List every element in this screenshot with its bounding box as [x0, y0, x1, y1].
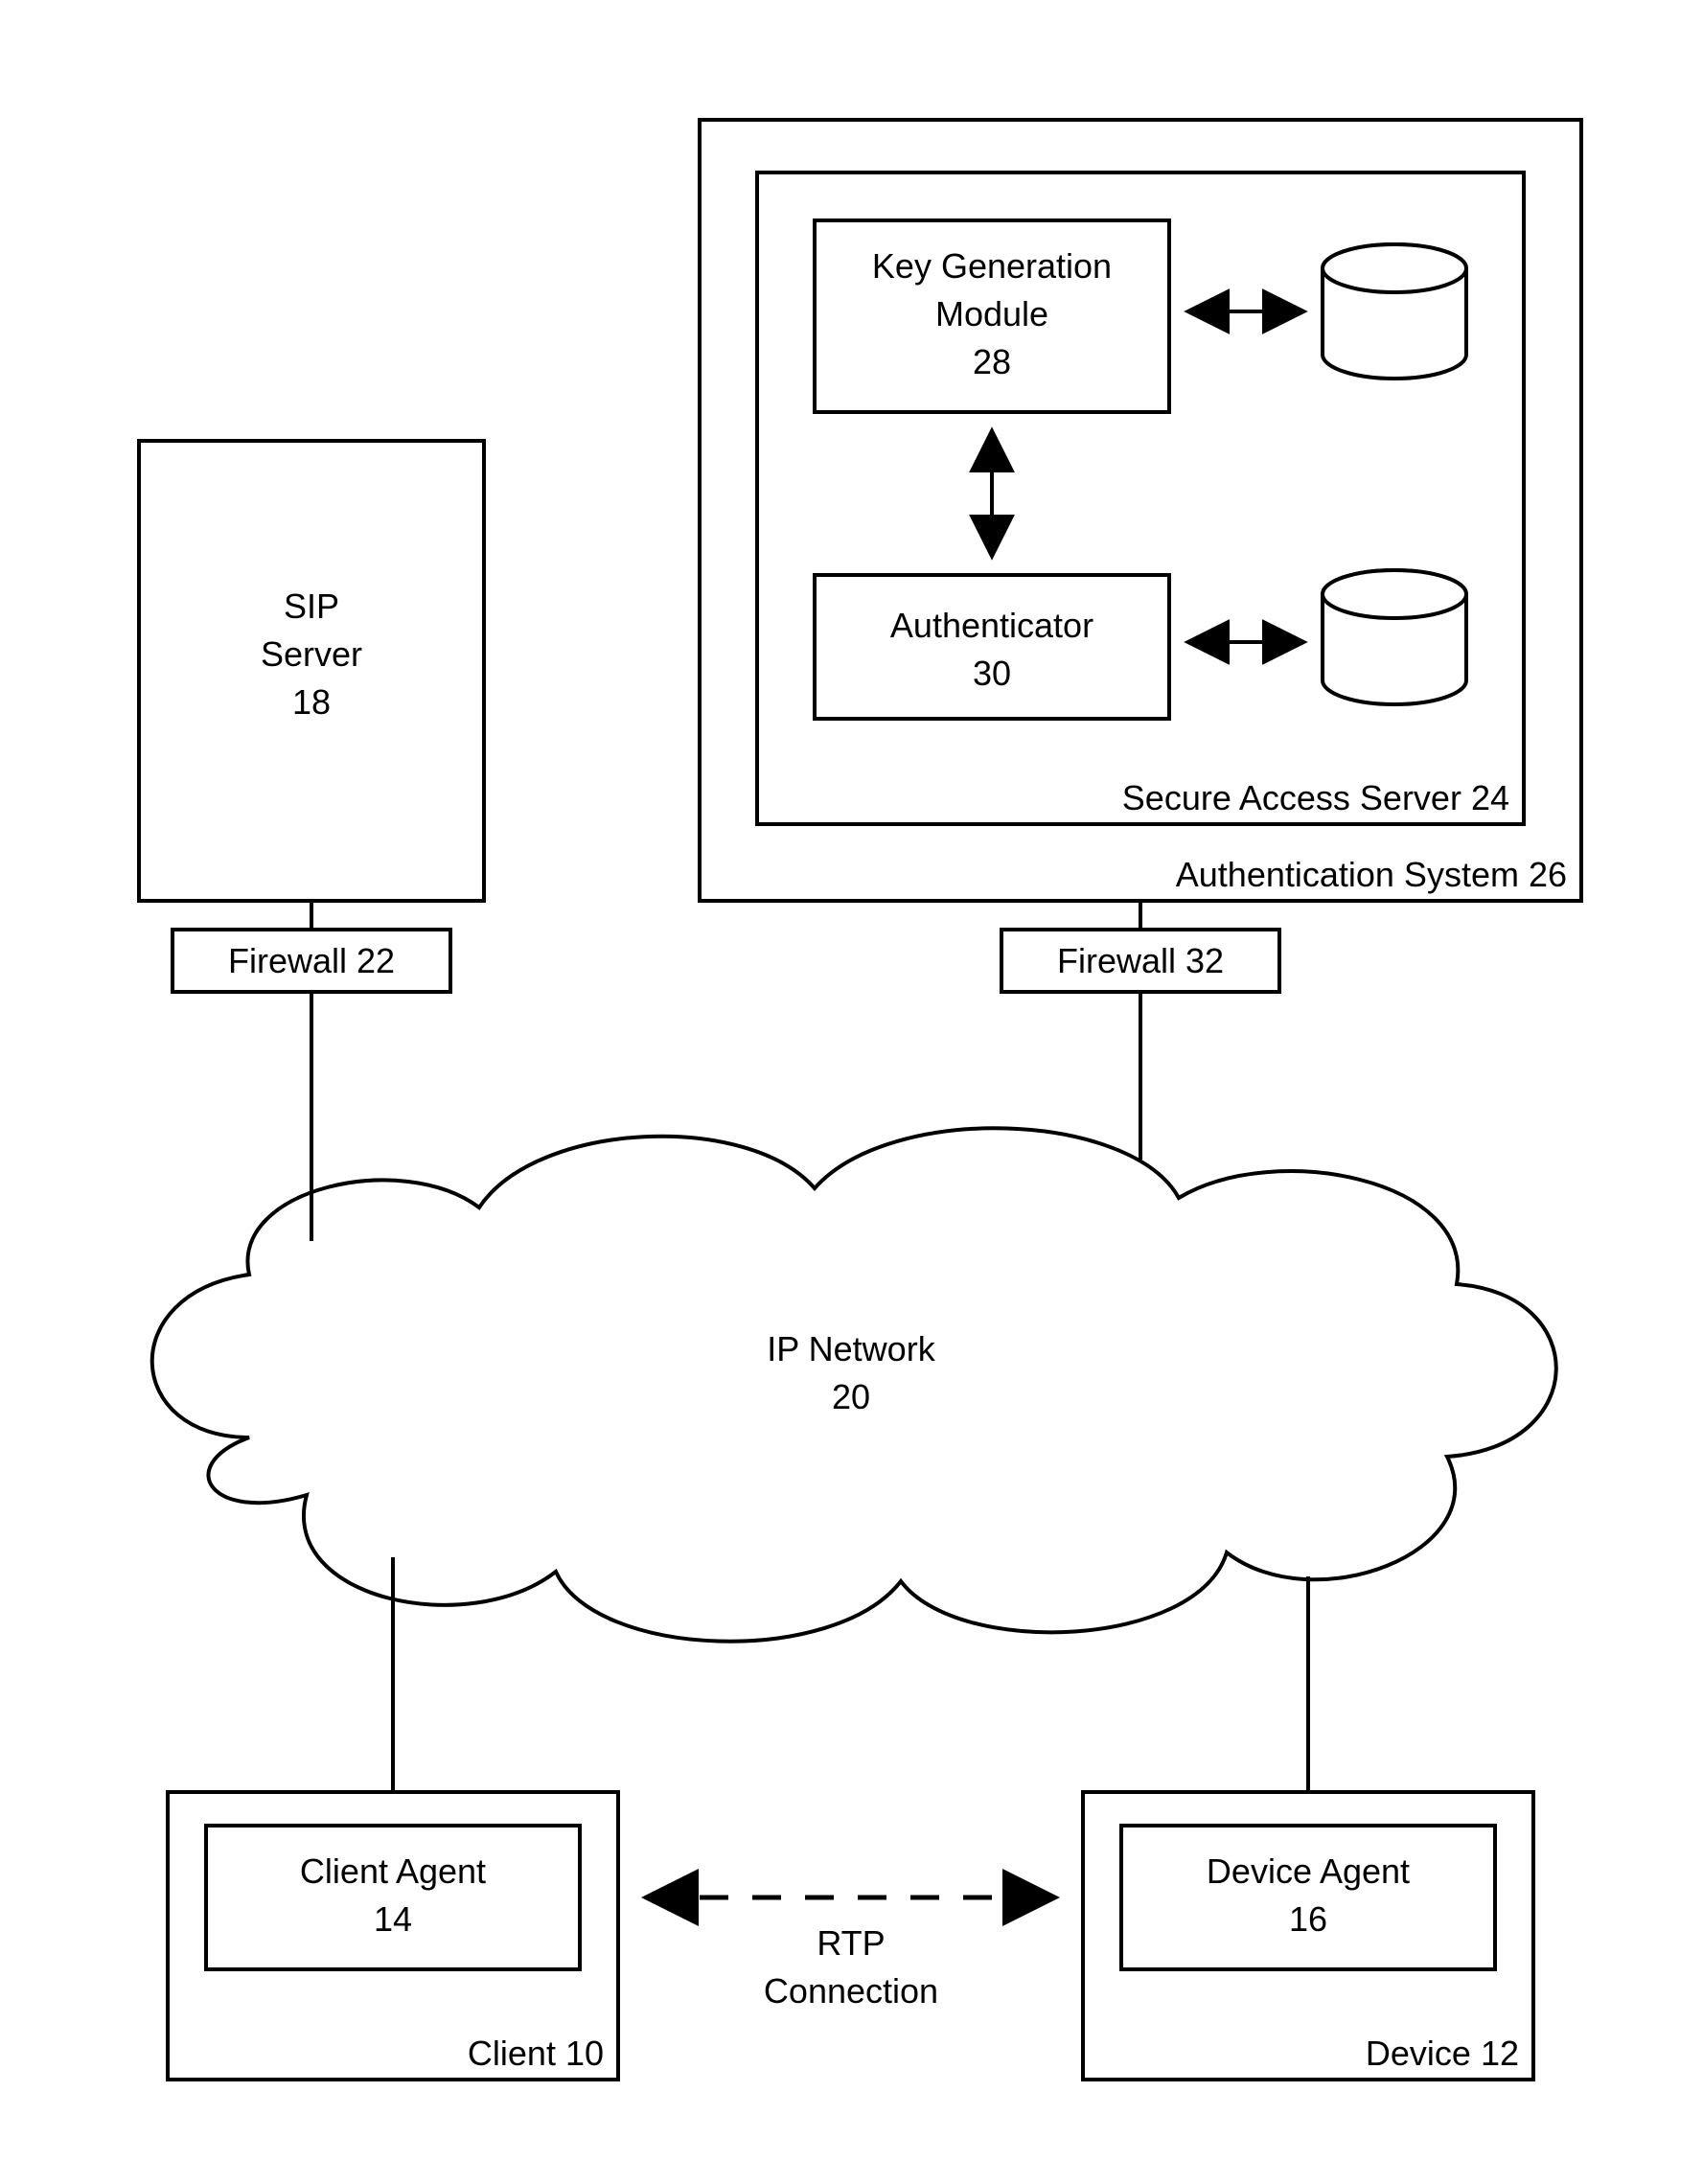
- database-icon-2: [1323, 570, 1466, 704]
- device-agent-box: [1121, 1826, 1495, 1969]
- key-gen-label-1: Key Generation: [872, 246, 1112, 286]
- authenticator-label-1: Authenticator: [890, 606, 1093, 645]
- authenticator-label-2: 30: [973, 654, 1011, 693]
- sip-server-label-1: SIP: [284, 586, 339, 626]
- client-agent-label-1: Client Agent: [300, 1851, 486, 1891]
- secure-access-server-label: Secure Access Server 24: [1122, 778, 1509, 817]
- auth-system-label: Authentication System 26: [1176, 855, 1567, 894]
- authenticator-box: [815, 575, 1169, 719]
- firewall-32-label: Firewall 32: [1057, 941, 1224, 980]
- client-label: Client 10: [468, 2034, 604, 2073]
- client-agent-box: [206, 1826, 580, 1969]
- device-label: Device 12: [1366, 2034, 1519, 2073]
- sip-server-label-2: Server: [261, 634, 362, 674]
- database-icon-1: [1323, 244, 1466, 379]
- sip-server-label-3: 18: [292, 682, 331, 722]
- key-gen-label-3: 28: [973, 342, 1011, 381]
- key-gen-label-2: Module: [935, 294, 1048, 333]
- rtp-label-2: Connection: [764, 1971, 938, 2011]
- device-agent-label-2: 16: [1289, 1899, 1327, 1939]
- firewall-22-label: Firewall 22: [228, 941, 395, 980]
- rtp-label-1: RTP: [817, 1923, 885, 1963]
- ip-network-label-2: 20: [832, 1377, 870, 1416]
- ip-network-label-1: IP Network: [767, 1329, 935, 1368]
- client-agent-label-2: 14: [374, 1899, 412, 1939]
- device-agent-label-1: Device Agent: [1207, 1851, 1410, 1891]
